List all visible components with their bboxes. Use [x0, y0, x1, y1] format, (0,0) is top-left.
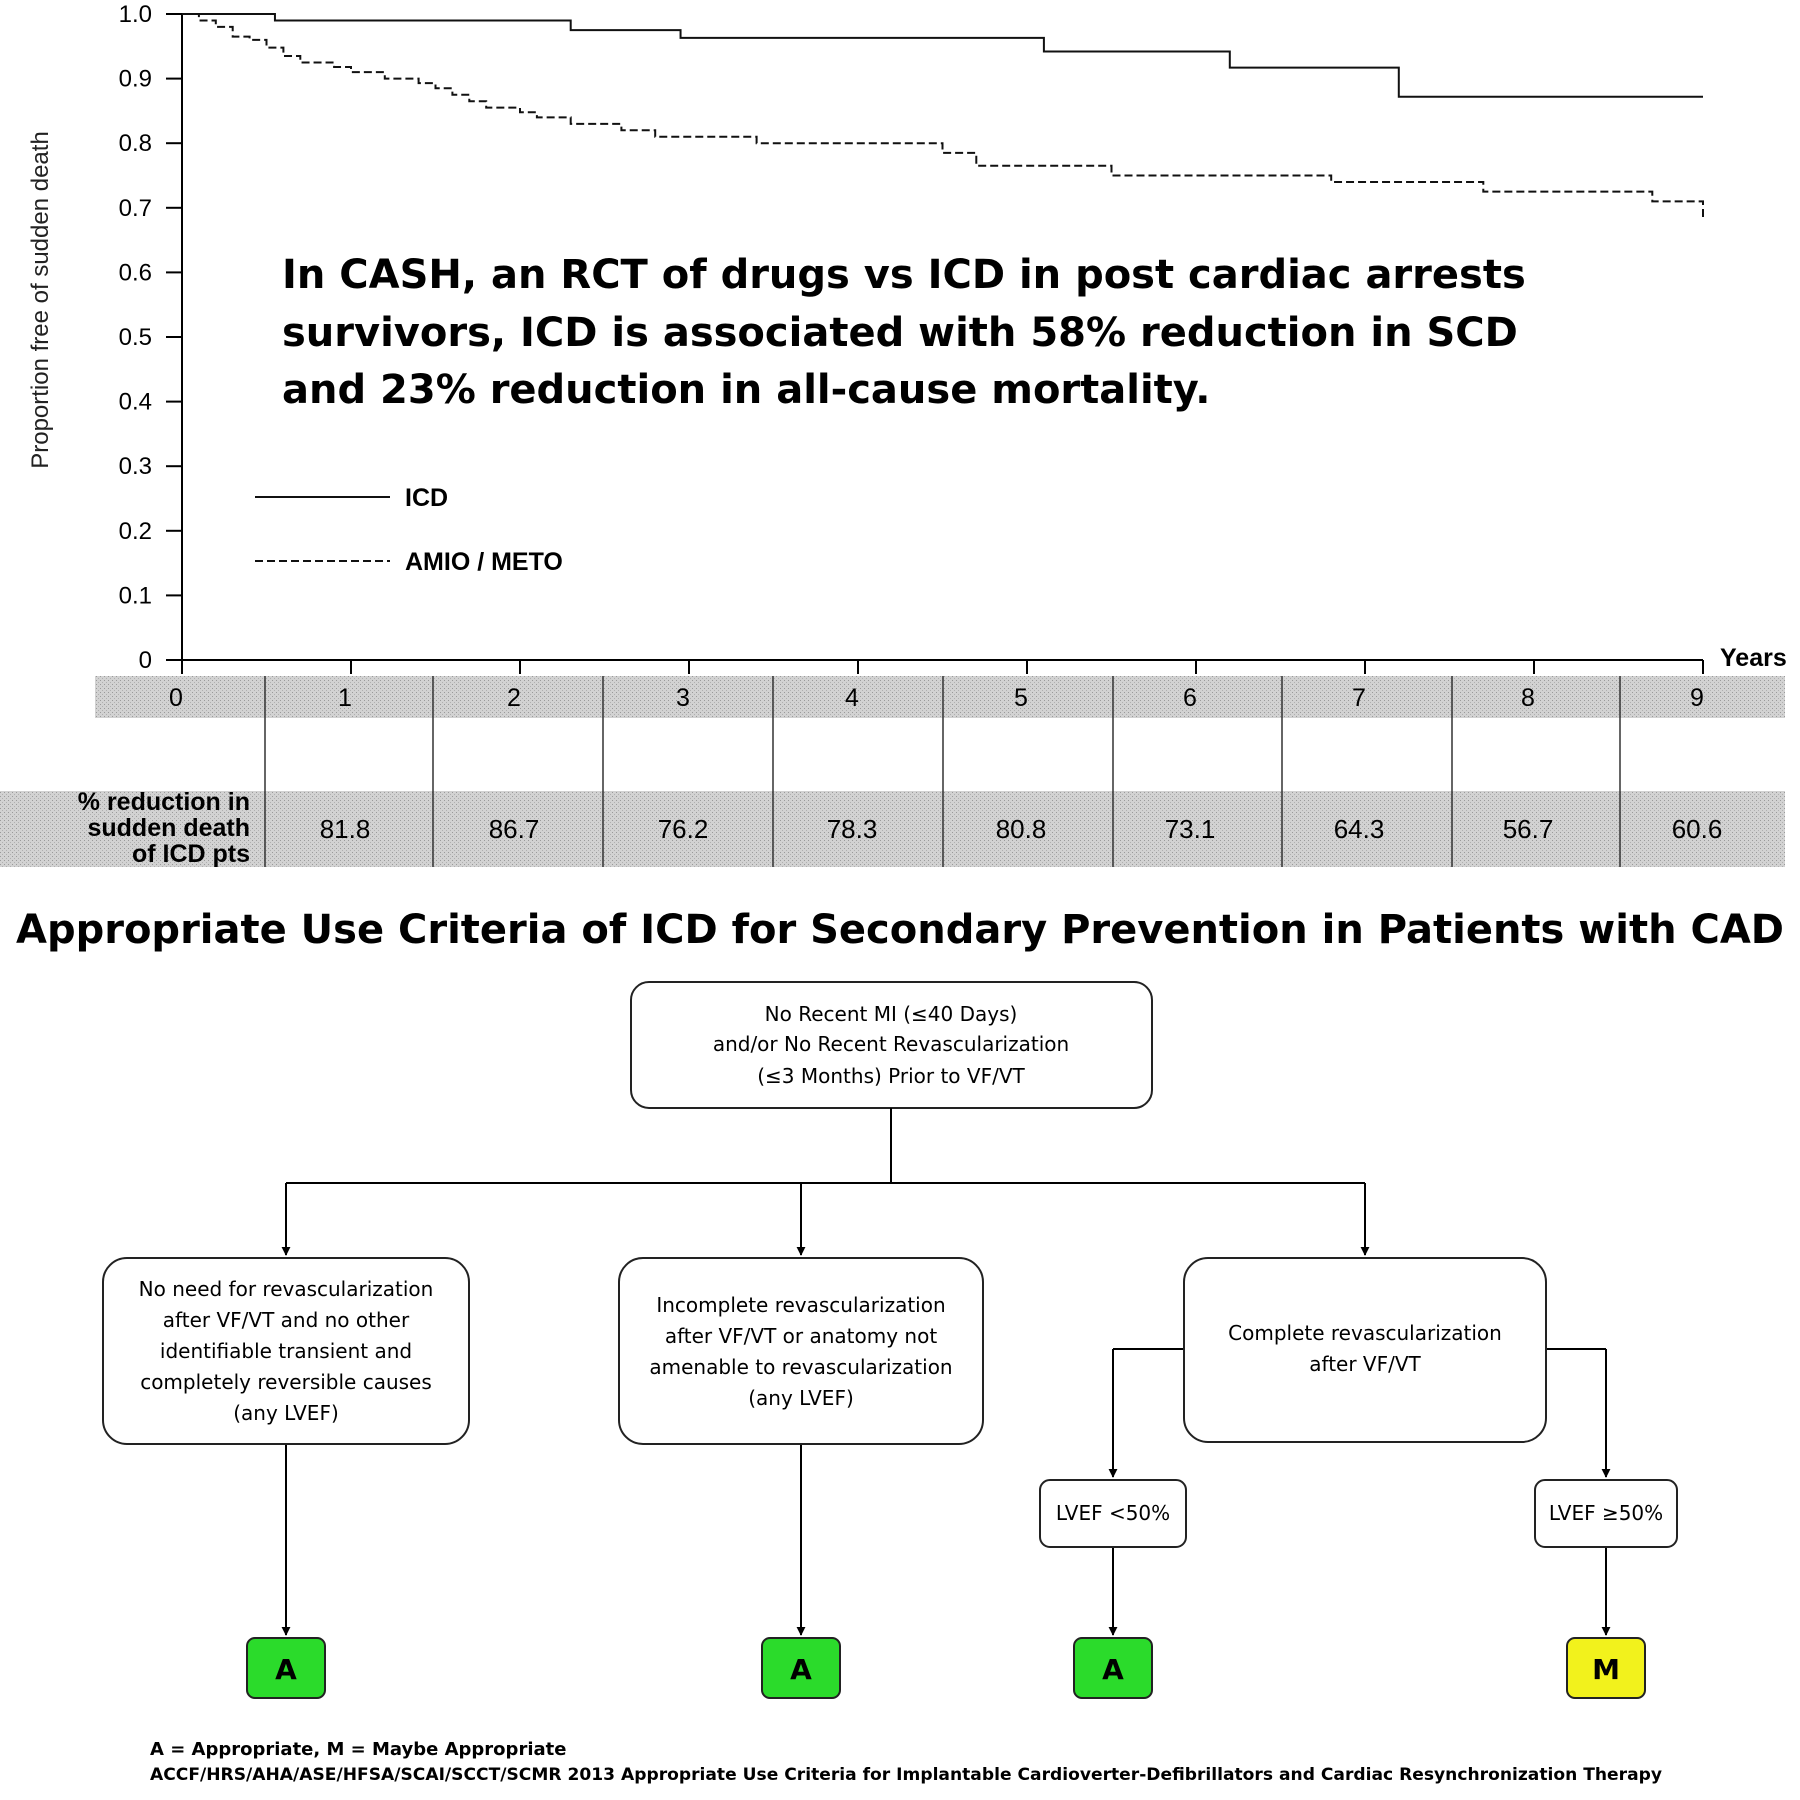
root-line-2: and/or No Recent Revascularization [713, 1032, 1069, 1056]
table-row-label-1: % reduction in [78, 788, 250, 816]
y-tick-label: 0.2 [119, 518, 152, 545]
branch2-line-3: amenable to revascularization [649, 1355, 952, 1379]
branch2-line-1: Incomplete revascularization [656, 1293, 945, 1317]
branch1-line-1: No need for revascularization [139, 1277, 434, 1301]
branch2-line-4: (any LVEF) [748, 1386, 854, 1410]
outcome-2-badge [761, 1637, 841, 1699]
outcome-1-badge [246, 1637, 326, 1699]
y-tick-label: 1.0 [119, 1, 152, 28]
table-value: 81.8 [320, 814, 371, 844]
x-tick-band [95, 676, 1785, 718]
x-tick-label: 9 [1690, 684, 1704, 712]
footer-legend: A = Appropriate, M = Maybe Appropriate [150, 1739, 566, 1760]
table-value: 60.6 [1672, 814, 1723, 844]
branch2-box [618, 1257, 984, 1445]
y-tick-label: 0.4 [119, 389, 152, 416]
y-tick-label: 0.7 [119, 195, 152, 222]
table-value: 78.3 [827, 814, 878, 844]
lvef-low-label: LVEF <50% [1056, 1501, 1170, 1525]
x-tick-label: 1 [338, 684, 352, 712]
branch3-box [1183, 1257, 1547, 1443]
branch3-line-1: Complete revascularization [1228, 1321, 1502, 1345]
branch1-box [102, 1257, 470, 1445]
table-value: 76.2 [658, 814, 709, 844]
y-tick-label: 0.6 [119, 259, 152, 286]
root-line-1: No Recent MI (≤40 Days) [765, 1002, 1018, 1026]
series-line-icd [182, 13, 1703, 98]
x-tick-label: 2 [507, 684, 521, 712]
km-chart: 0 0.1 0.2 0.3 0.4 0.5 0.6 0.7 0.8 0.9 1.0 0 1 2 3 4 5 6 7… [0, 1, 1787, 868]
outcome-3-badge [1073, 1637, 1153, 1699]
outcome-2-label: A [790, 1653, 812, 1686]
root-box [630, 981, 1153, 1109]
outcome-3-label: A [1102, 1653, 1124, 1686]
series-line-amio-meto [182, 13, 1704, 221]
flowchart-title: Appropriate Use Criteria of ICD for Seco… [16, 907, 1784, 953]
connectors [281, 1108, 1611, 1636]
outcome-1-label: A [275, 1653, 297, 1686]
x-tick-label: 8 [1521, 684, 1535, 712]
table-value: 73.1 [1165, 814, 1216, 844]
x-tick-label: 6 [1183, 684, 1197, 712]
x-tick-label: 4 [845, 684, 859, 712]
branch3-line-2: after VF/VT [1309, 1352, 1421, 1376]
legend-amio-label: AMIO / METO [405, 548, 563, 576]
y-axis-label: Proportion free of sudden death [27, 131, 54, 469]
lvef-high-box [1534, 1479, 1678, 1548]
y-tick-label: 0.3 [119, 453, 152, 480]
y-tick-label: 0.1 [119, 582, 152, 609]
x-tick-label: 5 [1014, 684, 1028, 712]
table-values: 81.8 86.7 76.2 78.3 80.8 73.1 64.3 56.7 60.6 [320, 814, 1723, 844]
annotation-line-2: survivors, ICD is associated with 58% re… [282, 310, 1518, 356]
table-column-dividers [264, 676, 1621, 867]
outcome-4-label: M [1592, 1653, 1620, 1686]
table-value: 80.8 [996, 814, 1047, 844]
branch2-line-2: after VF/VT or anatomy not [665, 1324, 938, 1348]
lvef-high-label: LVEF ≥50% [1549, 1501, 1663, 1525]
table-row-label-2: sudden death [87, 814, 250, 842]
branch1-line-2: after VF/VT and no other [163, 1308, 410, 1332]
annotation-line-3: and 23% reduction in all-cause mortality… [282, 367, 1210, 413]
table-value: 86.7 [489, 814, 540, 844]
x-tick-label: 7 [1352, 684, 1366, 712]
x-tick-label: 0 [169, 684, 183, 712]
x-axis-label: Years [1720, 644, 1787, 672]
y-tick-label: 0.5 [119, 324, 152, 351]
branch1-line-5: (any LVEF) [233, 1401, 339, 1425]
table-band [0, 791, 1785, 867]
root-line-3: (≤3 Months) Prior to VF/VT [757, 1064, 1025, 1088]
y-tick-label: 0.8 [119, 130, 152, 157]
table-value: 56.7 [1503, 814, 1554, 844]
y-tick-label: 0 [139, 647, 152, 674]
y-ticks: 0 0.1 0.2 0.3 0.4 0.5 0.6 0.7 0.8 0.9 1.0 [119, 1, 182, 674]
branch1-line-4: completely reversible causes [140, 1370, 432, 1394]
legend-icd-label: ICD [405, 484, 448, 512]
outcome-4-badge [1566, 1637, 1646, 1699]
table-value: 64.3 [1334, 814, 1385, 844]
table-row-label-3: of ICD pts [132, 840, 250, 868]
x-ticks: 0 1 2 3 4 5 6 7 8 9 [169, 660, 1704, 712]
y-tick-label: 0.9 [119, 66, 152, 93]
footer-source: ACCF/HRS/AHA/ASE/HFSA/SCAI/SCCT/SCMR 201… [150, 1765, 1662, 1785]
branch1-line-3: identifiable transient and [160, 1339, 412, 1363]
lvef-low-box [1039, 1479, 1187, 1548]
annotation-line-1: In CASH, an RCT of drugs vs ICD in post … [282, 252, 1526, 298]
x-tick-label: 3 [676, 684, 690, 712]
